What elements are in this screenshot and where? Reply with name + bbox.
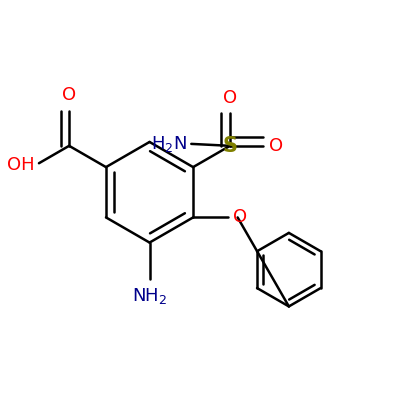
Text: O: O <box>269 137 283 155</box>
Text: OH: OH <box>7 156 34 174</box>
Text: O: O <box>223 89 237 107</box>
Text: O: O <box>233 208 247 226</box>
Text: S: S <box>222 136 238 156</box>
Text: NH$_2$: NH$_2$ <box>132 286 167 306</box>
Text: O: O <box>62 86 76 104</box>
Text: H$_2$N: H$_2$N <box>151 134 187 154</box>
